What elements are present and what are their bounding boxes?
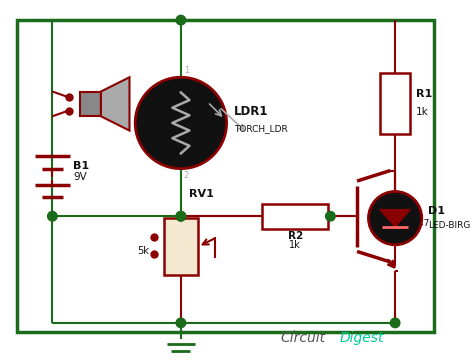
Text: R2: R2 <box>288 231 303 241</box>
Text: D1: D1 <box>428 205 446 216</box>
Text: 1k: 1k <box>416 106 429 117</box>
Text: R1: R1 <box>416 89 432 99</box>
Text: 5k: 5k <box>137 246 149 257</box>
Circle shape <box>326 212 335 221</box>
Text: LDR1: LDR1 <box>234 105 269 118</box>
Circle shape <box>391 318 400 328</box>
Text: 9V: 9V <box>73 172 87 183</box>
Circle shape <box>176 318 186 328</box>
Polygon shape <box>101 77 129 131</box>
Bar <box>80 91 101 116</box>
Circle shape <box>176 212 186 221</box>
Circle shape <box>135 77 227 169</box>
Text: 2: 2 <box>184 171 189 180</box>
Bar <box>164 218 198 275</box>
Text: RV1: RV1 <box>189 189 213 199</box>
Text: Q1: Q1 <box>400 202 417 212</box>
Circle shape <box>47 212 57 221</box>
Text: BC547: BC547 <box>400 219 429 228</box>
Text: 1k: 1k <box>289 240 301 250</box>
Circle shape <box>176 15 186 25</box>
Text: Digest: Digest <box>340 331 384 345</box>
Text: B1: B1 <box>73 161 90 171</box>
Bar <box>262 204 328 229</box>
Text: 1: 1 <box>184 66 189 76</box>
Circle shape <box>176 212 186 221</box>
Text: Círcuit: Círcuit <box>281 331 326 345</box>
Bar <box>380 73 410 134</box>
Text: LED-BIRG: LED-BIRG <box>428 221 471 230</box>
Circle shape <box>368 192 422 245</box>
Polygon shape <box>380 209 410 227</box>
Text: TORCH_LDR: TORCH_LDR <box>234 124 288 133</box>
